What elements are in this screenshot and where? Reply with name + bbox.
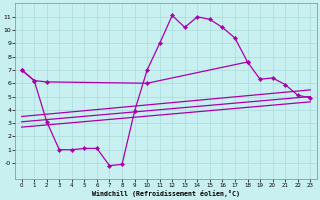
- X-axis label: Windchill (Refroidissement éolien,°C): Windchill (Refroidissement éolien,°C): [92, 190, 240, 197]
